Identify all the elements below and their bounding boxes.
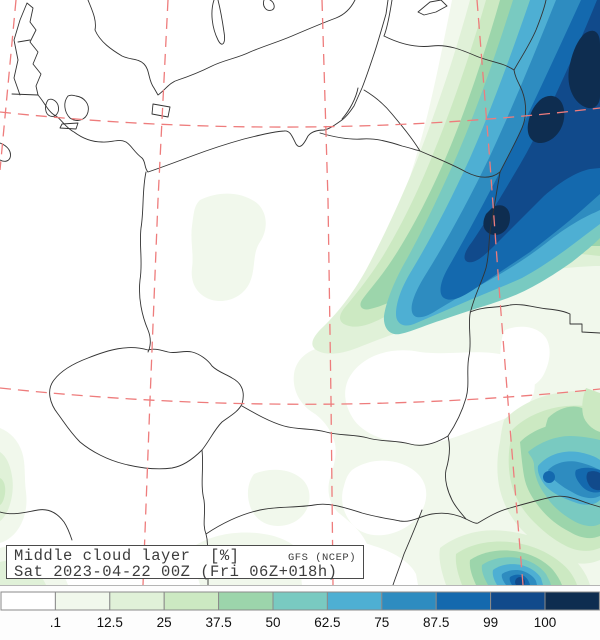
legend-label: 50 <box>265 615 280 630</box>
lake-small <box>263 0 275 11</box>
coast-sweden <box>87 0 356 96</box>
coast-jutland <box>13 2 42 96</box>
blob-a-99pct-sliver <box>586 471 600 491</box>
legend-label: 87.5 <box>423 615 449 630</box>
coast-funen <box>45 98 59 117</box>
map-canvas <box>0 0 600 585</box>
cloud-patch-left-edge-12 <box>0 452 13 521</box>
coast-zealand <box>64 94 89 121</box>
legend-bar: .1 12.5 25 37.5 50 62.5 75 87.5 99 100 <box>0 585 600 640</box>
legend-label: 75 <box>374 615 389 630</box>
legend-label: 62.5 <box>314 615 340 630</box>
border-germany-austria <box>0 509 73 541</box>
valid-time-label: Sat 2023-04-22 00Z (Fri 06Z+018h) <box>14 563 338 581</box>
cloud-patch-left-edge <box>0 428 27 543</box>
border-poland-slovakia <box>241 405 449 446</box>
legend-swatch <box>218 591 274 611</box>
clear-hole-southwest <box>342 460 427 536</box>
band-100pct-core-c <box>483 205 510 236</box>
cloud-patch-left-edge-25 <box>0 478 6 505</box>
band-100pct-core-a <box>568 30 600 109</box>
legend-swatch <box>272 591 328 611</box>
border-lithuania-belarus <box>499 69 527 173</box>
blob-a-87pct-dot <box>543 471 555 483</box>
meridian-line-4 <box>476 0 524 585</box>
meridian-line-3 <box>321 0 334 585</box>
legend-swatch <box>490 591 546 611</box>
border-poland-kaliningrad <box>319 132 421 152</box>
band-100pct-core-b <box>527 95 565 144</box>
legend-label: 37.5 <box>205 615 231 630</box>
coast-lolland <box>59 122 79 130</box>
coast-latvia <box>383 0 393 37</box>
legend-swatch <box>381 591 437 611</box>
border-lithuania-latvia <box>383 35 515 71</box>
map-title: Middle cloud layer [%] <box>14 547 240 565</box>
legend-swatch <box>109 591 165 611</box>
border-kaliningrad-lithuania <box>363 89 421 152</box>
cloud-patch-east-of-czech <box>247 469 310 526</box>
meridian-line-1 <box>0 0 17 171</box>
lake-vattern <box>211 0 225 45</box>
legend-swatch <box>163 591 220 611</box>
legend-label: 99 <box>483 615 498 630</box>
cloud-patch-west-bulge <box>191 193 266 302</box>
coast-curonian-lagoon <box>341 87 359 120</box>
band-87pct <box>440 0 600 300</box>
latlon-grid <box>0 0 600 585</box>
border-slovakia-ukraine <box>445 435 467 520</box>
legend-label: 25 <box>157 615 172 630</box>
country-borders <box>0 0 600 585</box>
legend-swatch <box>0 591 56 611</box>
legend-label: 100 <box>534 615 557 630</box>
border-hungary-inner <box>392 509 423 585</box>
border-poland-lithuania <box>419 150 501 178</box>
band-99pct <box>464 0 600 263</box>
legend-label: .1 <box>50 615 61 630</box>
title-box: Middle cloud layer [%] GFS (NCEP) Sat 20… <box>6 545 364 581</box>
coast-bornholm <box>151 103 171 118</box>
clear-hole-central <box>345 350 535 445</box>
coast-gotland <box>417 0 448 16</box>
border-germany-poland <box>139 171 151 353</box>
border-latvia-belarus <box>513 0 547 71</box>
coast-baltic-south <box>37 0 389 173</box>
legend-label: 12.5 <box>97 615 123 630</box>
model-source-label: GFS (NCEP) <box>287 552 356 564</box>
clear-hole-east <box>499 326 550 390</box>
coast-elbe-estuary <box>0 142 11 162</box>
legend-swatch <box>544 591 600 611</box>
border-hungary-slovakia-ukraine-chain <box>205 495 600 535</box>
border-poland-east <box>447 171 501 437</box>
legend-tick-labels: .1 12.5 25 37.5 50 62.5 75 87.5 99 100 <box>50 615 556 630</box>
blob-a-25pct-edge-strip <box>582 388 600 432</box>
border-belarus-ukraine <box>469 304 600 334</box>
legend-swatch <box>326 591 383 611</box>
coast-limfjord <box>17 39 31 43</box>
legend-swatch <box>435 591 492 611</box>
border-denmark-germany <box>11 93 39 96</box>
meridian-line-2 <box>142 0 169 585</box>
legend-swatches <box>0 591 600 611</box>
legend-swatch <box>54 591 111 611</box>
